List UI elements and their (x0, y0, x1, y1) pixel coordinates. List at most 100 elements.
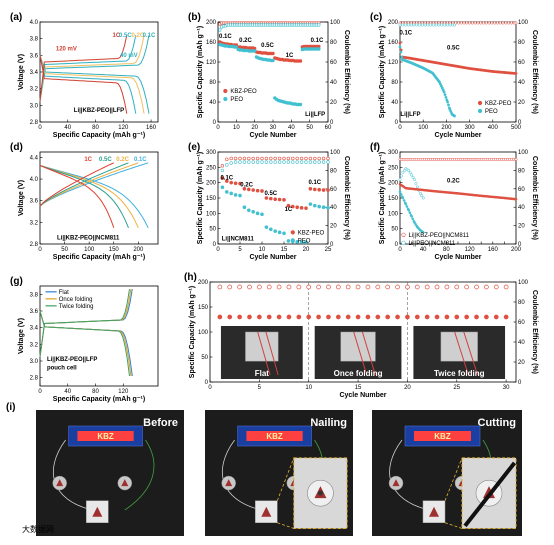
x-tick-label: 0 (398, 247, 402, 253)
kbz-ce-point (321, 156, 326, 161)
x-tick-label: 0 (38, 247, 42, 253)
peo-capacity-point (295, 240, 300, 244)
kbz-ce-point (479, 21, 483, 25)
series-line-discharge (39, 55, 150, 114)
legend-entry: PEO (485, 109, 498, 115)
ce-point (227, 284, 233, 290)
y2-tick-label: 40 (330, 80, 337, 86)
rate-label: 0.2C (240, 182, 253, 188)
x-tick-label: 160 (488, 247, 499, 253)
y2-tick-label: 40 (518, 205, 525, 211)
peo-ce-point (407, 168, 411, 172)
rate-label: 0.1C (399, 31, 412, 37)
peo-ce-point (420, 194, 424, 198)
y2-axis-label: Coulombic Efficiency (%) (531, 30, 538, 114)
peo-capacity-point (444, 95, 448, 99)
peo-capacity-point (399, 50, 403, 54)
peo-capacity-point (413, 221, 416, 224)
peo-ce-point (277, 160, 282, 164)
section-label: Twice folding (434, 369, 485, 378)
kbz-capacity-point (321, 188, 326, 192)
y-tick-label: 150 (198, 305, 209, 311)
clip-mark (121, 479, 129, 487)
y-tick-label: 80 (391, 80, 398, 86)
series-line-discharge (39, 55, 137, 114)
series-line-charge (39, 289, 130, 357)
kbz-ce-point (514, 157, 518, 161)
peo-ce-point (225, 163, 229, 167)
legend-marker (290, 238, 295, 243)
watermark: 大数据网 (22, 524, 54, 534)
kbz-capacity-point (290, 204, 295, 209)
capacity-point (484, 314, 489, 320)
annotation: 0.1C (143, 33, 156, 39)
peo-ce-point (413, 178, 416, 182)
kbz-capacity-point (295, 205, 300, 209)
capacity-point (247, 314, 252, 320)
y-tick-label: 4.0 (30, 177, 39, 183)
annotation: 0.2C (132, 33, 145, 39)
panel-letter: (g) (10, 276, 23, 287)
peo-ce-point (418, 191, 422, 195)
capacity-point (385, 314, 391, 320)
peo-capacity-point (404, 202, 408, 206)
peo-ce-point (408, 171, 412, 175)
y2-tick-label: 80 (518, 40, 525, 46)
rate-label: 0.5C (261, 43, 274, 49)
y-tick-label: 0 (213, 242, 217, 248)
peo-capacity-point (421, 230, 425, 234)
peo-ce-point (304, 160, 308, 164)
x-tick-label: 5 (258, 385, 262, 391)
panel-letter: (c) (370, 12, 382, 23)
peo-ce-point (429, 23, 433, 27)
capacity-point (306, 314, 312, 320)
panel-letter: (h) (184, 272, 197, 283)
inner-label: Li||KBZ-PEO||LFP (47, 357, 97, 363)
peo-capacity-point (242, 205, 247, 209)
ce-point (326, 284, 331, 290)
x-tick-label: 0 (208, 385, 212, 391)
capacity-point (375, 314, 381, 320)
ce-point (217, 284, 223, 290)
y2-tick-label: 80 (330, 168, 337, 174)
capacity-point (395, 314, 400, 320)
peo-ce-point (286, 160, 291, 164)
y-tick-label: 100 (206, 211, 217, 217)
peo-capacity-point (407, 208, 411, 212)
led-text: KBZ (434, 432, 451, 441)
peo-ce-point (264, 160, 269, 164)
y2-tick-label: 40 (518, 340, 525, 346)
y-tick-label: 150 (206, 196, 217, 202)
ce-point (434, 284, 440, 290)
peo-ce-point (412, 23, 416, 27)
peo-ce-point (308, 160, 313, 164)
peo-ce-point (238, 160, 242, 164)
peo-capacity-point (255, 211, 260, 216)
legend-entry: KBZ-PEO (298, 230, 325, 236)
kbz-ce-point (473, 21, 477, 25)
peo-ce-point (400, 174, 403, 178)
kbz-capacity-point (273, 197, 278, 202)
kbz-ce-point (233, 156, 238, 161)
series-line-discharge (39, 165, 139, 229)
y2-tick-label: 80 (518, 168, 525, 174)
peo-ce-point (421, 196, 425, 200)
ce-point (266, 284, 272, 290)
kbz-ce-point (264, 156, 269, 161)
y-tick-label: 3.0 (30, 359, 39, 365)
capacity-point (217, 314, 223, 320)
y-axis-label: Specific Capacity (mAh g⁻¹) (379, 152, 386, 244)
ce-point (375, 284, 381, 290)
wire (454, 331, 469, 376)
ce-point (493, 284, 499, 290)
rate-label: 0.2C (239, 38, 252, 44)
inner-label: Li||LFP (400, 112, 420, 118)
peo-ce-point (242, 160, 247, 164)
wire (257, 331, 271, 376)
peo-ce-point (440, 23, 444, 27)
section-label: Once folding (334, 369, 383, 378)
y-axis-label: Specific Capacity (mAh g⁻¹) (379, 26, 386, 118)
peo-ce-point (321, 160, 326, 164)
